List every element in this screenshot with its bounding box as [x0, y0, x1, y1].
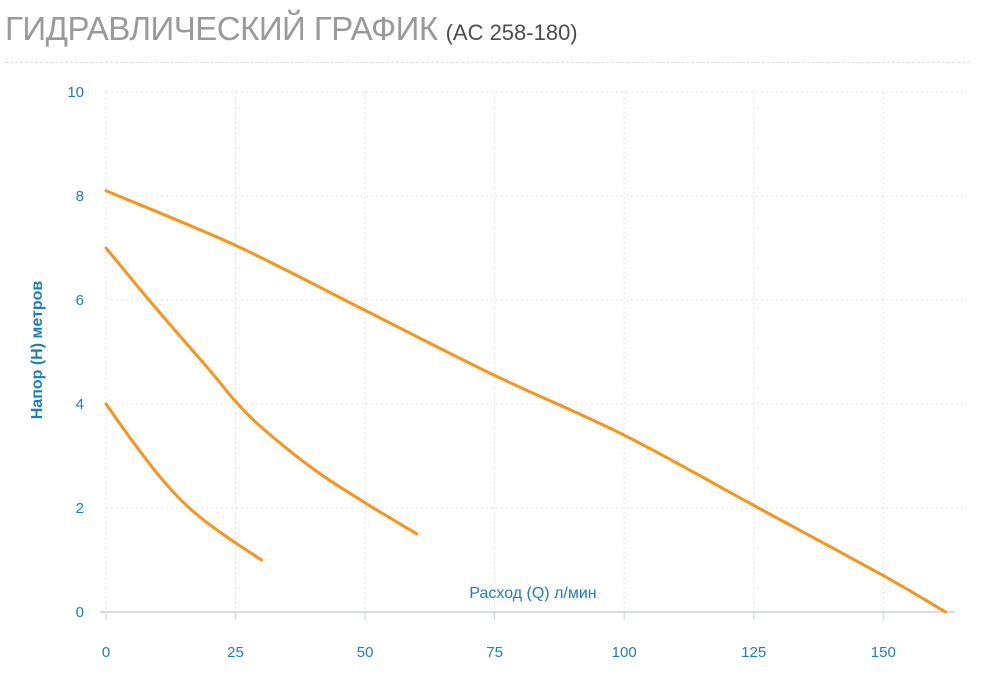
- y-tick-label: 6: [76, 292, 84, 309]
- y-tick-label: 0: [76, 604, 84, 621]
- y-tick-label: 4: [76, 396, 84, 413]
- x-tick-label: 100: [612, 644, 637, 661]
- y-tick-label: 2: [76, 500, 84, 517]
- x-axis: 0 25 50 75 100 125 150: [100, 611, 955, 661]
- x-axis-title: Расход (Q) л/мин: [469, 585, 596, 602]
- y-axis-title: Напор (H) метров: [29, 281, 46, 420]
- y-axis: 0 2 4 6 8 10: [67, 84, 84, 621]
- grid: [105, 91, 967, 612]
- series-line: [104, 402, 263, 562]
- header-separator: [5, 62, 970, 63]
- model-subtitle: (AC 258-180): [445, 20, 578, 45]
- x-tick-label: 150: [871, 644, 896, 661]
- y-tick-label: 10: [67, 84, 84, 101]
- x-tick-label: 25: [227, 644, 244, 661]
- series-line: [104, 189, 947, 614]
- series-line: [104, 246, 419, 536]
- series-group: [104, 189, 947, 614]
- x-tick-label: 0: [102, 644, 110, 661]
- page-title: ГИДРАВЛИЧЕСКИЙ ГРАФИК: [5, 10, 438, 47]
- x-tick-label: 125: [741, 644, 766, 661]
- chart-header: ГИДРАВЛИЧЕСКИЙ ГРАФИК (AC 258-180): [5, 9, 578, 49]
- x-tick-label: 50: [357, 644, 374, 661]
- y-tick-label: 8: [76, 188, 84, 205]
- x-tick-label: 75: [486, 644, 503, 661]
